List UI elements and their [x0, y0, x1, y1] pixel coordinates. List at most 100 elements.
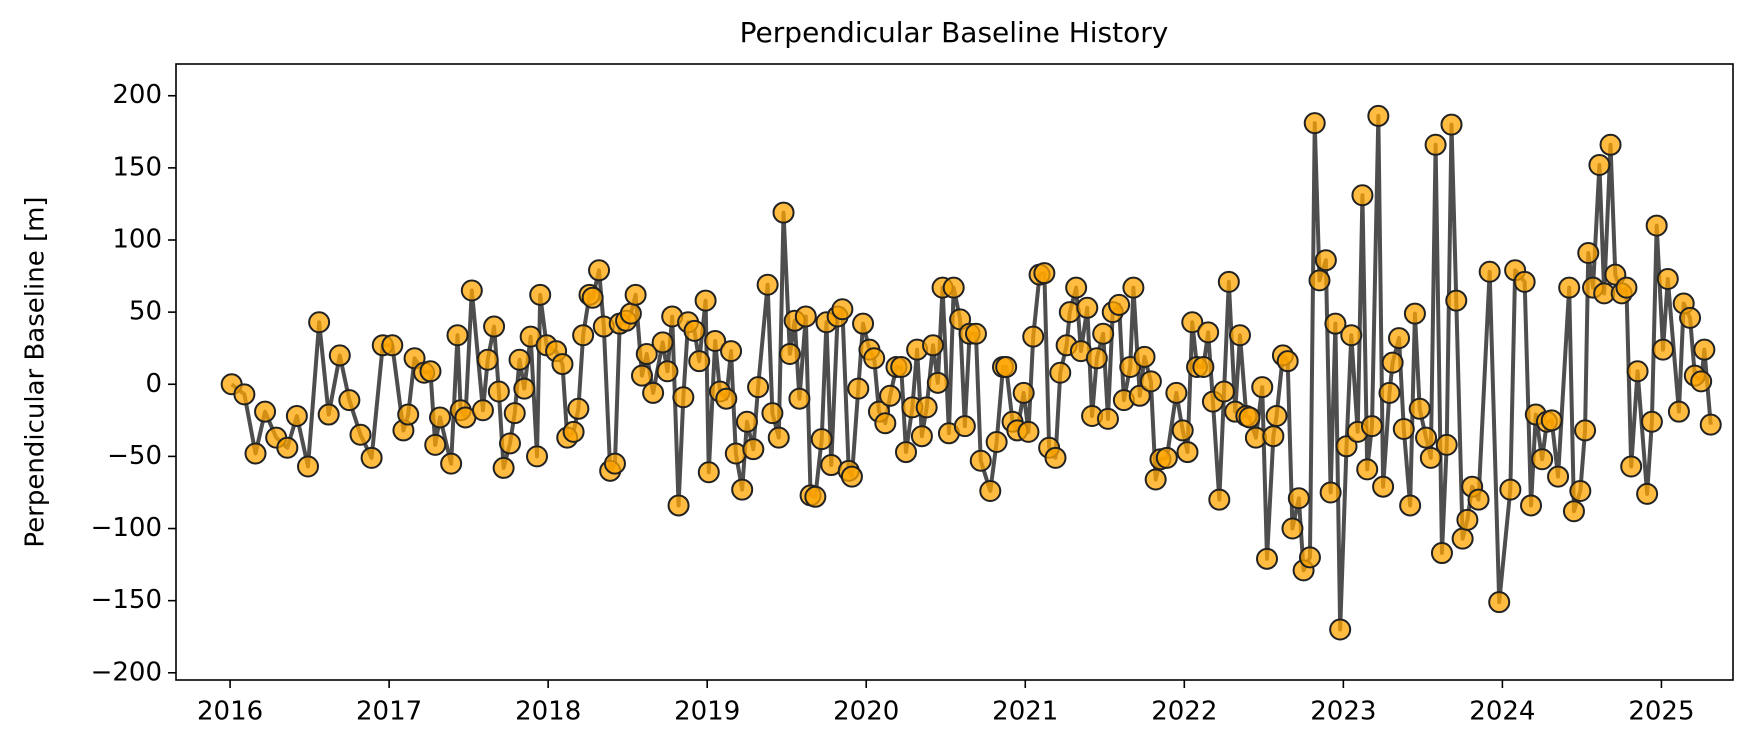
data-point [1424, 133, 1447, 156]
data-point [1378, 381, 1401, 404]
data-point [1287, 487, 1310, 510]
data-point [942, 276, 965, 299]
data-point [1588, 153, 1611, 176]
data-point [1599, 133, 1622, 156]
data-point [1314, 249, 1337, 272]
data-point [328, 344, 351, 367]
data-point [979, 480, 1002, 503]
data-point [1262, 425, 1285, 448]
data-point [572, 324, 595, 347]
data-point [1381, 351, 1404, 374]
data-point [483, 315, 506, 338]
data-point [788, 387, 811, 410]
data-point [254, 400, 277, 423]
y-tick-label: −50 [107, 441, 162, 471]
data-point [508, 348, 531, 371]
data-point [874, 412, 897, 435]
data-point [1456, 508, 1479, 531]
data-point [1356, 458, 1379, 481]
data-point [1388, 327, 1411, 350]
data-point [567, 397, 590, 420]
data-point [1445, 289, 1468, 312]
y-axis-label: Perpendicular Baseline [m] [21, 196, 51, 547]
data-point [285, 405, 308, 427]
data-point [656, 360, 679, 383]
x-tick-label: 2025 [1628, 697, 1694, 727]
data-point [1367, 104, 1390, 127]
data-point [1281, 517, 1304, 540]
data-point [503, 402, 526, 425]
data-point [995, 355, 1018, 378]
data-point [308, 311, 331, 334]
data-point [1340, 324, 1363, 347]
x-tick-label: 2017 [356, 697, 422, 727]
data-point [667, 494, 690, 517]
data-point [1012, 381, 1035, 404]
data-point [747, 376, 770, 399]
data-point [1430, 542, 1453, 565]
data-point [794, 305, 817, 328]
data-point [1540, 409, 1563, 432]
data-point [381, 334, 404, 357]
data-point [630, 364, 653, 387]
data-point [1467, 488, 1490, 511]
data-point [890, 355, 913, 378]
data-point [446, 324, 469, 347]
data-point [1577, 241, 1600, 264]
data-point [562, 420, 585, 443]
data-point [767, 426, 790, 449]
data-point [1092, 322, 1115, 345]
data-point [397, 403, 420, 426]
y-tick-label: 0 [145, 369, 162, 399]
data-point [1435, 433, 1458, 456]
data-point [635, 342, 658, 365]
y-tick-label: 50 [129, 297, 162, 327]
data-point [1251, 376, 1274, 399]
data-point [603, 452, 626, 475]
data-point [1645, 214, 1668, 237]
data-point [1228, 324, 1251, 347]
data-point [863, 347, 886, 370]
data-point [1360, 415, 1383, 438]
data-point [1017, 420, 1040, 443]
data-point [297, 455, 320, 478]
data-point [1265, 405, 1288, 427]
data-point [1022, 325, 1045, 348]
data-point [1693, 338, 1716, 361]
data-point [1626, 360, 1649, 383]
data-point [1197, 321, 1220, 344]
data-point [492, 456, 515, 479]
data-point [1308, 269, 1331, 292]
data-point [1128, 384, 1151, 407]
data-point [831, 298, 854, 321]
x-tick-label: 2022 [1151, 697, 1217, 727]
y-tick-label: −150 [91, 585, 162, 615]
data-point [1276, 350, 1299, 373]
data-point [1690, 370, 1713, 393]
data-point [840, 465, 863, 488]
data-point [910, 425, 933, 448]
x-tick-label: 2020 [833, 697, 899, 727]
data-point [922, 334, 945, 357]
data-point [847, 377, 870, 400]
data-point [1155, 446, 1178, 469]
data-point [476, 348, 499, 371]
data-point [338, 389, 361, 412]
data-point [1049, 361, 1072, 384]
data-point [1171, 419, 1194, 442]
data-point [1044, 446, 1067, 469]
data-point [1192, 355, 1215, 378]
data-point [1558, 276, 1581, 299]
data-point [720, 340, 743, 363]
data-point [1238, 406, 1261, 429]
data-point [1399, 494, 1422, 517]
data-point [1139, 370, 1162, 393]
data-point [1451, 527, 1474, 550]
y-tick-label: −200 [91, 657, 162, 687]
data-point [1574, 419, 1597, 442]
data-point [742, 438, 765, 461]
data-point [1065, 276, 1088, 299]
plot-frame [175, 63, 1734, 681]
x-tick-label: 2016 [197, 697, 263, 727]
data-point [471, 399, 494, 422]
